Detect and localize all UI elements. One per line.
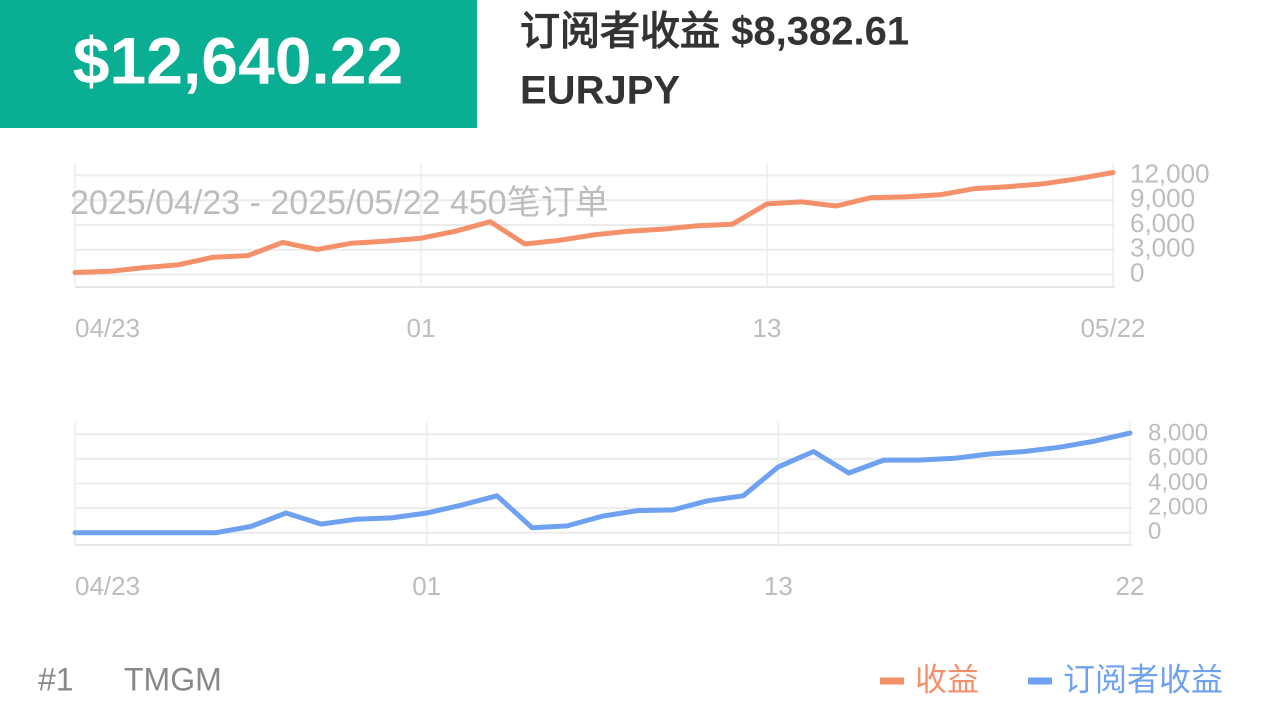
date-range: 2025/04/23 - 2025/05/22 450笔订单 — [70, 184, 609, 222]
x-tick-label: 01 — [412, 571, 441, 601]
y-tick-label: 2,000 — [1148, 493, 1208, 520]
x-tick-label: 05/22 — [1080, 313, 1145, 343]
x-tick-label: 13 — [753, 313, 782, 343]
x-tick-label: 22 — [1116, 571, 1145, 601]
y-tick-label: 6,000 — [1148, 444, 1208, 471]
y-tick-label: 8,000 — [1148, 420, 1208, 447]
line — [72, 430, 1133, 536]
y-tick-label: 0 — [1148, 518, 1161, 545]
x-tick-label: 13 — [764, 571, 793, 601]
total-badge — [0, 0, 477, 128]
legend: 收益 订阅者收益 — [880, 661, 1223, 697]
y-tick-label: 9,000 — [1130, 183, 1195, 213]
legend-label: 收益 — [915, 661, 979, 697]
y-tick-label: 0 — [1130, 257, 1144, 287]
broker: TMGM — [124, 661, 222, 697]
symbol: EURJPY — [520, 69, 680, 113]
y-tick-label: 6,000 — [1130, 208, 1195, 238]
total-income: $12,640.22 — [73, 23, 403, 97]
y-tick-label: 4,000 — [1148, 469, 1208, 496]
rank: #1 — [38, 661, 74, 697]
x-tick-label: 04/23 — [75, 571, 140, 601]
y-tick-label: 3,000 — [1130, 233, 1195, 263]
subscriber-income: 订阅者收益 $8,382.61 — [520, 10, 909, 54]
x-tick-label: 01 — [407, 313, 436, 343]
line — [72, 170, 1116, 275]
legend-label: 订阅者收益 — [1063, 661, 1223, 697]
x-tick-label: 04/23 — [75, 313, 140, 343]
y-tick-label: 12,000 — [1130, 158, 1210, 188]
